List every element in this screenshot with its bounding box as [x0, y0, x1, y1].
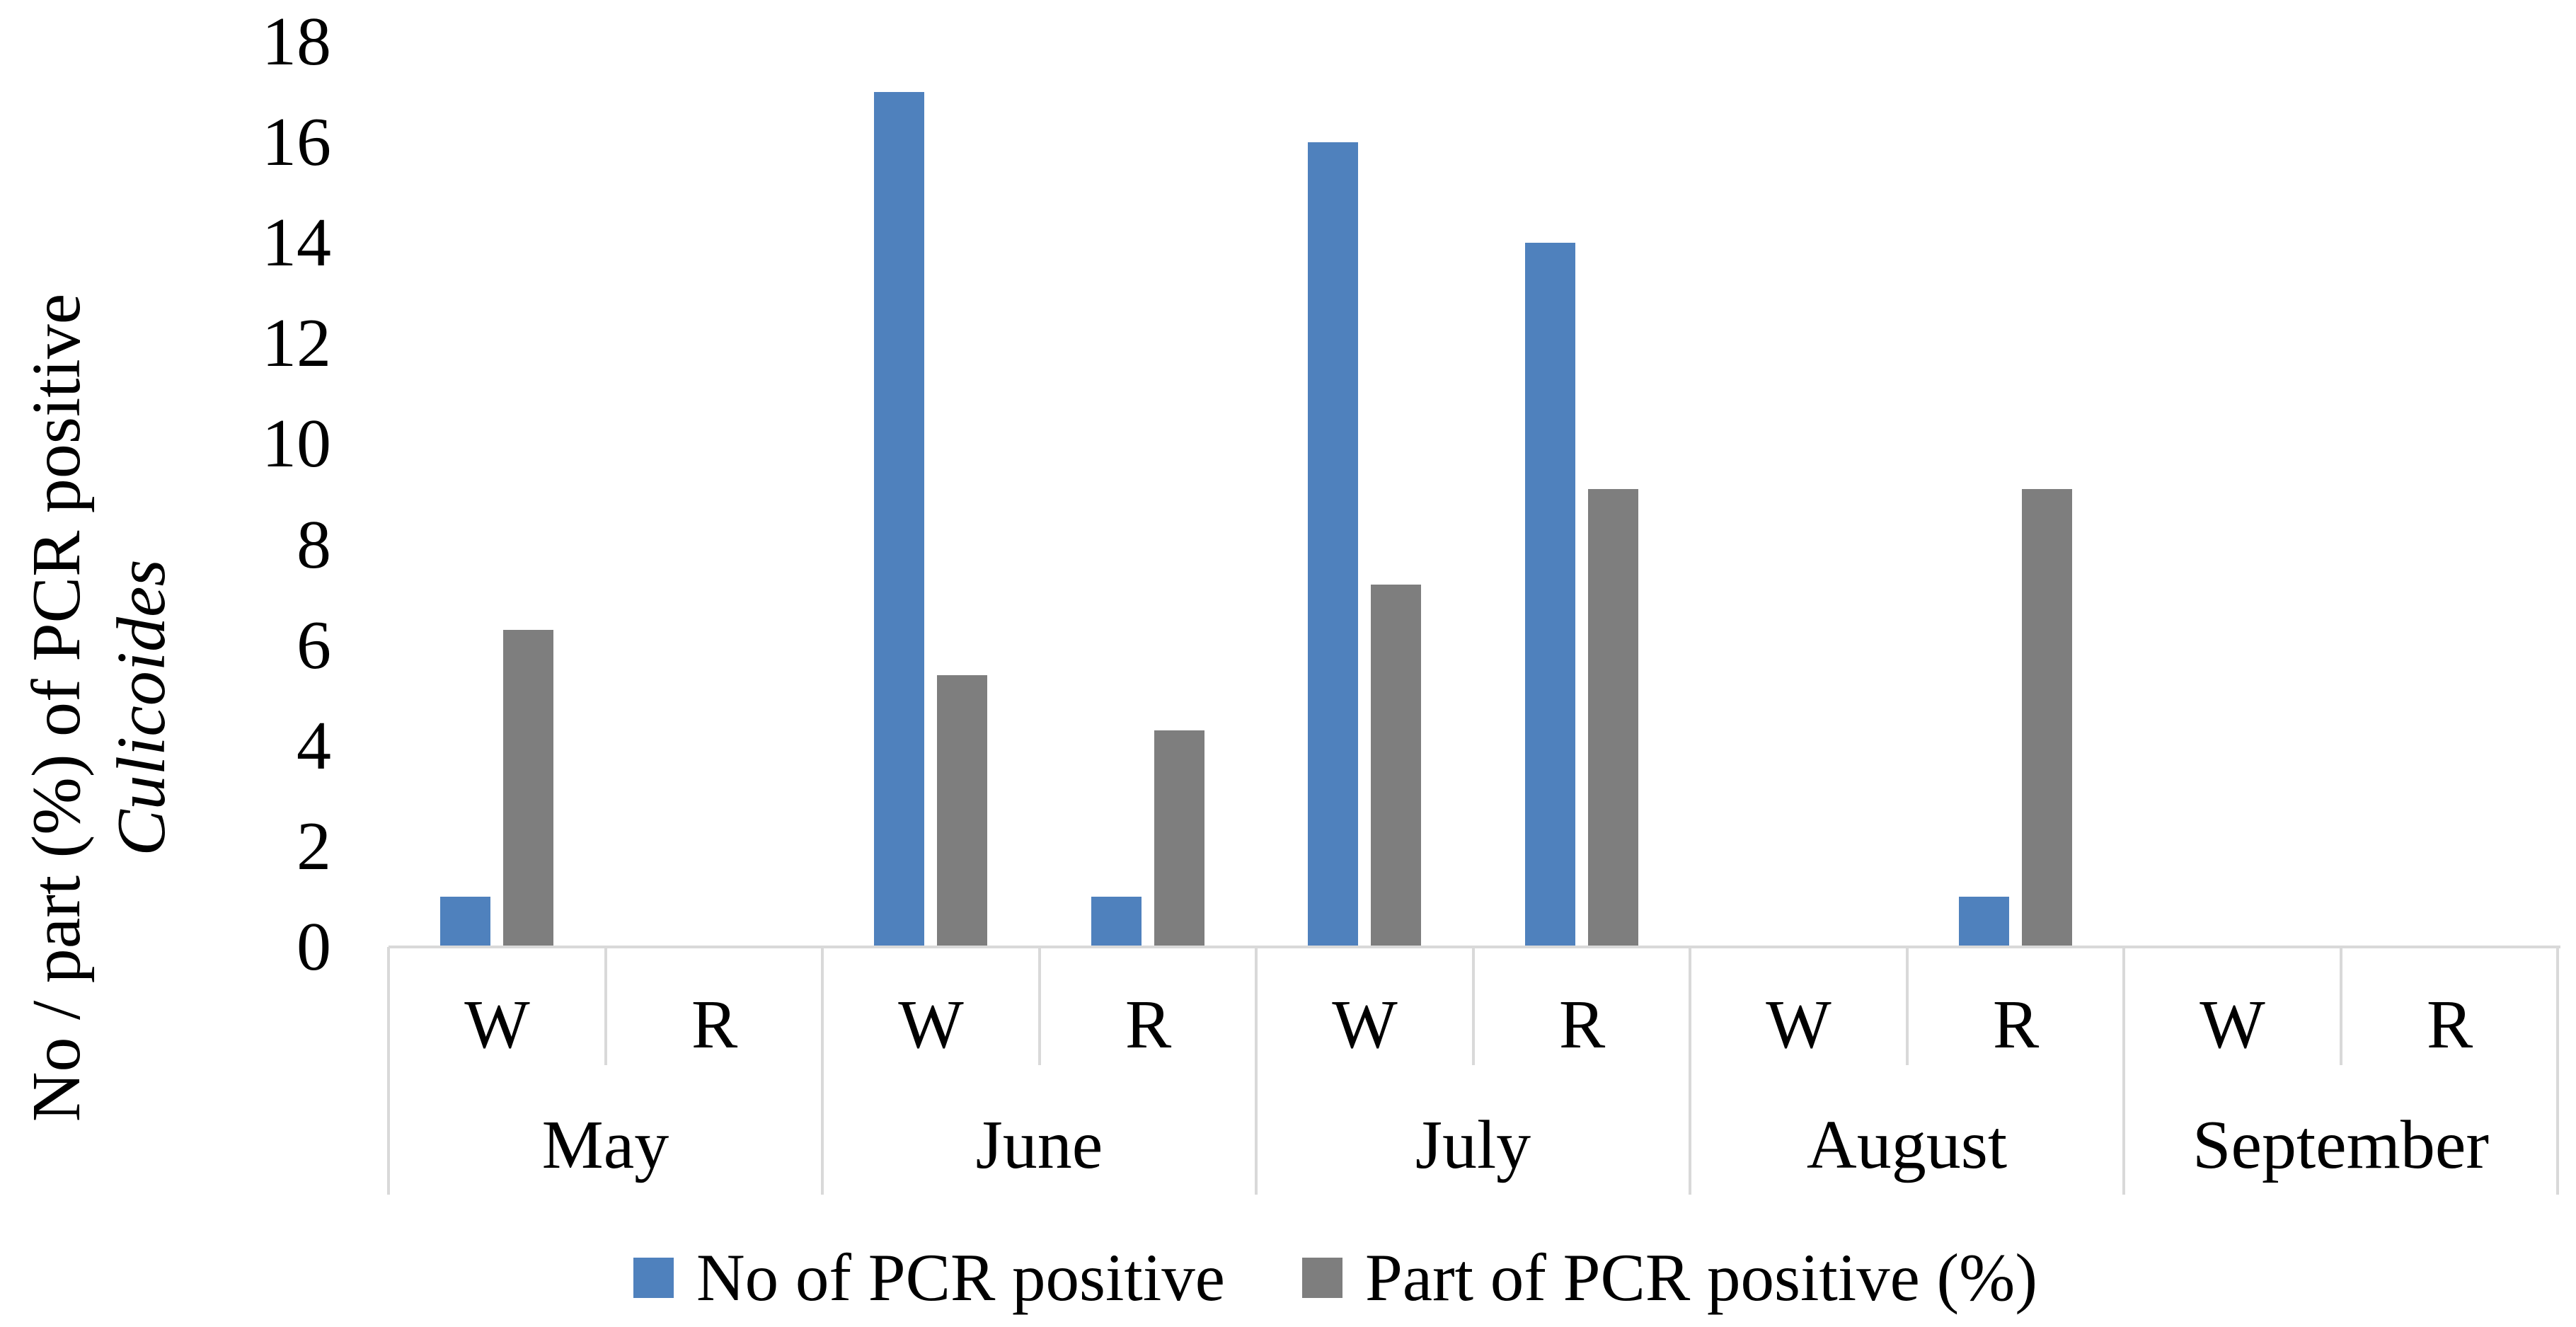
y-tick-label-16: 16: [262, 104, 331, 181]
x-sub-label-june-w: W: [898, 987, 964, 1063]
wr-separator: [1906, 947, 1909, 1065]
bar-june-r-s2: [1154, 730, 1204, 947]
y-tick-label-18: 18: [262, 4, 331, 80]
y-tick-label-4: 4: [297, 707, 331, 784]
y-tick-label-0: 0: [297, 909, 331, 985]
x-sub-label-september-w: W: [2200, 987, 2265, 1063]
month-separator: [387, 947, 390, 1195]
x-month-label-july: July: [1415, 1107, 1531, 1183]
y-axis-title-line1: No / part (%) of PCR positive: [18, 293, 95, 1122]
y-axis-title: No / part (%) of PCR positive Culicoides: [13, 267, 185, 1149]
bar-july-r-s2: [1588, 489, 1638, 947]
month-separator: [2556, 947, 2559, 1195]
x-sub-label-september-r: R: [2426, 987, 2473, 1063]
x-sub-label-july-r: R: [1558, 987, 1606, 1063]
x-month-label-august: August: [1806, 1107, 2008, 1183]
bar-june-w-s2: [937, 675, 987, 947]
wr-separator: [1038, 947, 1041, 1065]
bar-june-w-s1: [874, 92, 924, 947]
legend-item-series1: No of PCR positive: [633, 1239, 1225, 1316]
y-tick-label-2: 2: [297, 808, 331, 885]
x-sub-label-august-r: R: [1992, 987, 2040, 1063]
x-month-label-may: May: [541, 1107, 669, 1183]
legend-label-series1: No of PCR positive: [696, 1240, 1225, 1315]
wr-separator: [1472, 947, 1475, 1065]
legend-label-series2: Part of PCR positive (%): [1365, 1240, 2037, 1315]
legend-item-series2: Part of PCR positive (%): [1302, 1239, 2037, 1316]
x-sub-label-june-r: R: [1125, 987, 1172, 1063]
x-sub-label-july-w: W: [1332, 987, 1398, 1063]
bar-july-w-s1: [1308, 142, 1358, 947]
x-sub-label-may-r: R: [691, 987, 738, 1063]
month-separator: [1689, 947, 1691, 1195]
y-tick-label-8: 8: [297, 506, 331, 583]
x-month-label-september: September: [2192, 1107, 2490, 1183]
y-axis-title-line2: Culicoides: [103, 559, 180, 856]
x-sub-label-may-w: W: [464, 987, 530, 1063]
legend-swatch-gray: [1302, 1257, 1342, 1298]
bar-august-r-s1: [1959, 897, 2009, 947]
bar-july-r-s1: [1525, 243, 1575, 947]
y-tick-label-12: 12: [262, 305, 331, 382]
bar-june-r-s1: [1091, 897, 1142, 947]
bar-july-w-s2: [1371, 585, 1421, 947]
y-tick-label-14: 14: [262, 205, 331, 282]
wr-separator: [604, 947, 607, 1065]
month-separator: [1255, 947, 1258, 1195]
bar-may-w-s1: [440, 897, 490, 947]
bar-may-w-s2: [503, 630, 553, 947]
wr-separator: [2340, 947, 2342, 1065]
month-separator: [821, 947, 824, 1195]
x-month-label-june: June: [975, 1107, 1103, 1183]
y-tick-label-10: 10: [262, 406, 331, 483]
x-sub-label-august-w: W: [1766, 987, 1832, 1063]
legend-swatch-blue: [633, 1257, 674, 1298]
month-separator: [2122, 947, 2125, 1195]
y-tick-label-6: 6: [297, 607, 331, 684]
bar-august-r-s2: [2022, 489, 2072, 947]
